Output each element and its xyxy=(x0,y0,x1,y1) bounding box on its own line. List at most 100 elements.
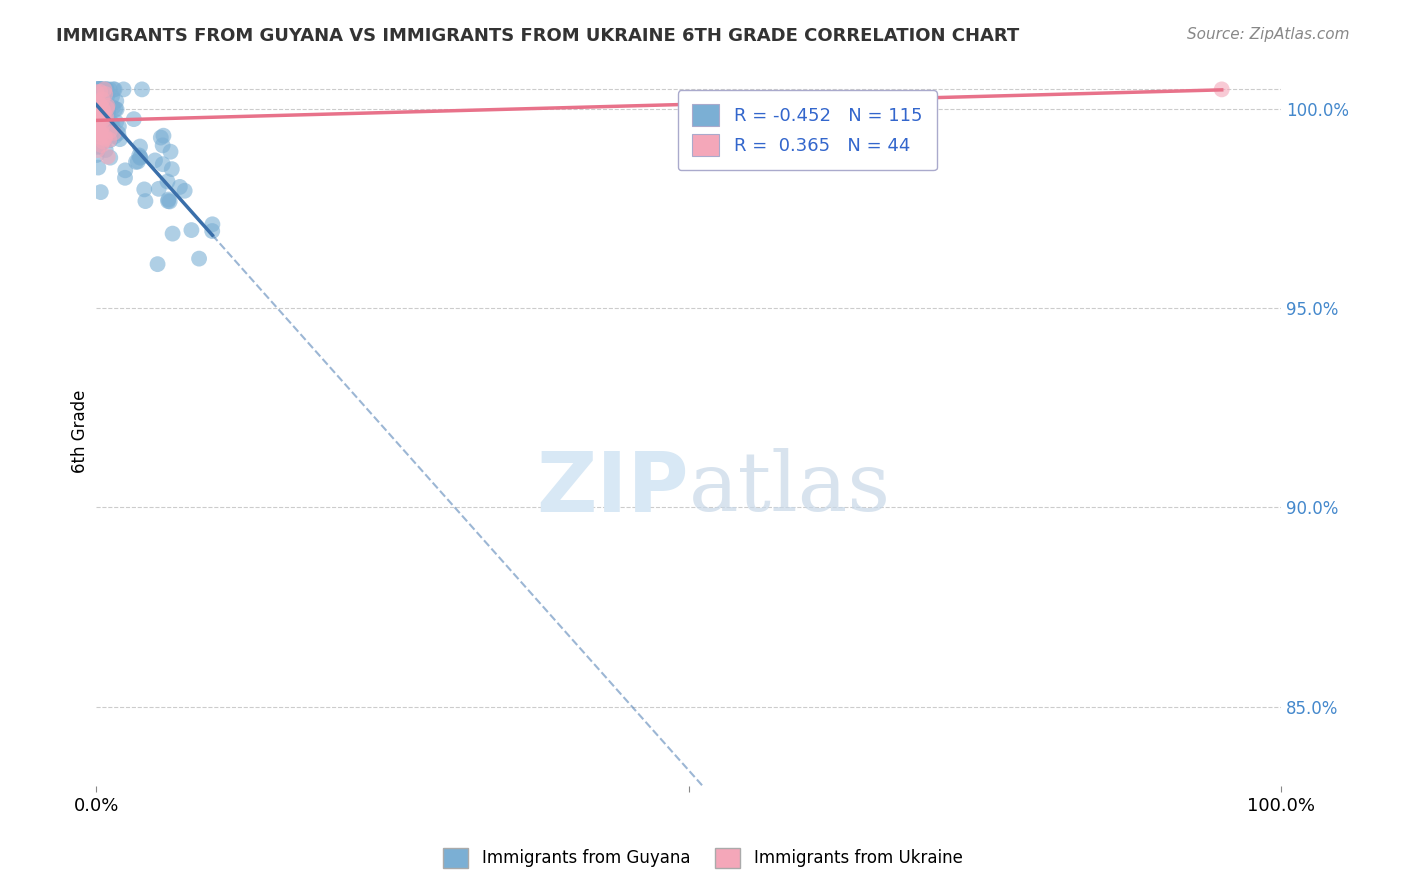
Point xyxy=(146,257,169,271)
Point xyxy=(134,194,156,208)
Point xyxy=(90,82,112,96)
Point xyxy=(94,123,117,137)
Point xyxy=(93,99,115,113)
Point xyxy=(86,122,108,136)
Point xyxy=(125,155,148,169)
Point xyxy=(101,126,124,140)
Point xyxy=(87,101,110,115)
Point xyxy=(93,82,115,96)
Point xyxy=(94,143,117,157)
Point xyxy=(104,82,127,96)
Point xyxy=(98,133,121,147)
Point xyxy=(89,90,111,104)
Point xyxy=(86,82,108,96)
Point xyxy=(87,122,110,136)
Point xyxy=(105,94,128,108)
Point xyxy=(90,82,112,96)
Point xyxy=(97,150,120,164)
Point xyxy=(89,126,111,140)
Point xyxy=(97,103,120,117)
Point xyxy=(86,112,108,127)
Point xyxy=(91,93,114,107)
Point xyxy=(86,104,108,119)
Point xyxy=(91,87,114,102)
Point xyxy=(94,87,117,101)
Point xyxy=(89,86,111,100)
Point xyxy=(86,110,108,124)
Point xyxy=(90,82,112,96)
Point xyxy=(91,86,114,100)
Point xyxy=(89,85,111,99)
Point xyxy=(87,123,110,137)
Point xyxy=(98,151,121,165)
Point xyxy=(96,82,118,96)
Point xyxy=(86,135,108,149)
Text: ZIP: ZIP xyxy=(536,448,689,529)
Point xyxy=(94,133,117,147)
Point xyxy=(97,105,120,120)
Point xyxy=(90,91,112,105)
Point xyxy=(107,126,129,140)
Point xyxy=(105,103,128,117)
Text: IMMIGRANTS FROM GUYANA VS IMMIGRANTS FROM UKRAINE 6TH GRADE CORRELATION CHART: IMMIGRANTS FROM GUYANA VS IMMIGRANTS FRO… xyxy=(56,27,1019,45)
Point xyxy=(86,102,108,116)
Point xyxy=(90,138,112,153)
Point xyxy=(91,93,114,107)
Point xyxy=(1211,82,1233,96)
Point xyxy=(87,107,110,121)
Point xyxy=(152,157,174,171)
Point xyxy=(94,82,117,96)
Point xyxy=(98,124,121,138)
Point xyxy=(84,140,107,154)
Point xyxy=(101,118,124,132)
Point xyxy=(180,223,202,237)
Point xyxy=(148,182,170,196)
Y-axis label: 6th Grade: 6th Grade xyxy=(72,390,89,474)
Point xyxy=(149,130,172,145)
Point xyxy=(96,99,118,113)
Point xyxy=(91,110,114,124)
Point xyxy=(160,162,183,177)
Point xyxy=(93,122,115,136)
Point xyxy=(94,129,117,144)
Point xyxy=(86,96,108,111)
Point xyxy=(188,252,211,266)
Point xyxy=(86,109,108,123)
Point xyxy=(89,82,111,96)
Point xyxy=(89,82,111,96)
Point xyxy=(98,127,121,141)
Point xyxy=(101,122,124,136)
Point xyxy=(91,109,114,123)
Point xyxy=(87,106,110,120)
Point xyxy=(94,109,117,123)
Point xyxy=(87,161,110,175)
Point xyxy=(94,120,117,135)
Point xyxy=(91,101,114,115)
Point xyxy=(159,145,181,159)
Point xyxy=(100,116,122,130)
Point xyxy=(87,124,110,138)
Point xyxy=(94,82,117,96)
Point xyxy=(89,82,111,96)
Point xyxy=(90,82,112,96)
Point xyxy=(101,122,124,136)
Point xyxy=(96,101,118,115)
Point xyxy=(93,111,115,125)
Point xyxy=(152,138,174,153)
Point xyxy=(156,174,179,188)
Point xyxy=(122,112,145,127)
Point xyxy=(129,139,152,153)
Point xyxy=(91,130,114,145)
Point xyxy=(89,86,111,100)
Point xyxy=(108,120,131,134)
Point xyxy=(152,128,174,143)
Point xyxy=(87,82,110,96)
Point xyxy=(101,100,124,114)
Point xyxy=(103,82,125,96)
Point xyxy=(201,217,224,231)
Point xyxy=(103,126,125,140)
Point xyxy=(98,119,121,133)
Point xyxy=(157,193,180,207)
Legend: R = -0.452   N = 115, R =  0.365   N = 44: R = -0.452 N = 115, R = 0.365 N = 44 xyxy=(678,90,936,170)
Point xyxy=(89,98,111,112)
